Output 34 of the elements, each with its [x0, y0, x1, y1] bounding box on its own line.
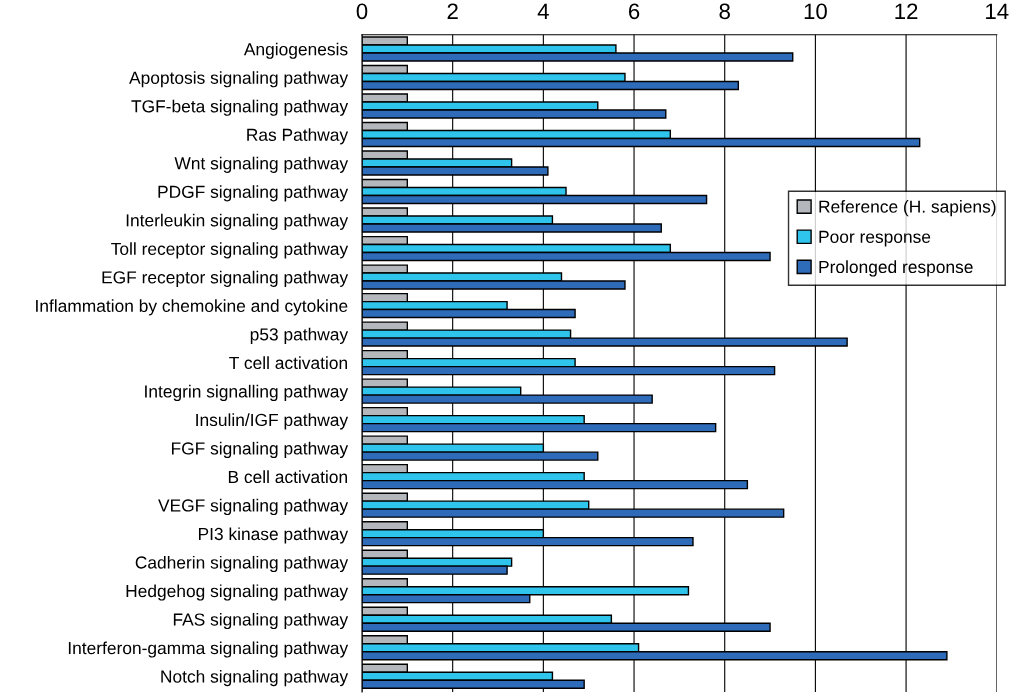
legend-label: Poor response — [819, 230, 931, 247]
y-tick-label: Interleukin signaling pathway — [126, 213, 349, 230]
y-tick-label: Angiogenesis — [243, 42, 348, 59]
x-tick-label: 6 — [628, 3, 640, 20]
y-tick-label: B cell activation — [228, 470, 347, 484]
y-tick-label: p53 pathway — [250, 327, 349, 344]
y-tick-label: TGF-beta signaling pathway — [131, 99, 349, 116]
y-tick-label: Notch signaling pathway — [161, 669, 349, 687]
y-tick-label: Integrin signalling pathway — [145, 384, 349, 401]
y-tick-label: FGF signaling pathway — [171, 441, 349, 459]
y-tick-label: EGF receptor signaling pathway — [102, 270, 349, 287]
y-tick-label: PDGF signaling pathway — [158, 185, 349, 202]
y-tick-label: Insulin/IGF pathway — [196, 413, 349, 430]
y-tick-label: Hedgehog signaling pathway — [126, 584, 349, 601]
x-tick-label: 8 — [719, 3, 730, 20]
x-tick-label: 10 — [804, 3, 827, 20]
y-tick-label: FAS signaling pathway — [173, 612, 349, 630]
y-tick-label: T cell activation — [229, 356, 347, 370]
x-tick-label: 14 — [986, 3, 1009, 19]
x-tick-label: 2 — [447, 3, 458, 19]
x-tick-label: 12 — [895, 3, 918, 19]
x-tick-label: 0 — [356, 3, 368, 20]
y-tick-label: Toll receptor signaling pathway — [111, 242, 349, 259]
x-tick-label: 4 — [537, 3, 549, 19]
legend-label: Reference (H. sapiens) — [819, 200, 996, 217]
y-tick-label: Inflammation by chemokine and cytokine — [36, 299, 348, 316]
y-tick-label: VEGF signaling pathway — [158, 498, 349, 516]
legend-label: Prolonged response — [819, 260, 973, 277]
y-tick-label: Cadherin signaling pathway — [135, 555, 349, 573]
y-tick-label: Wnt signaling pathway — [174, 156, 349, 173]
y-tick-label: PI3 kinase pathway — [198, 527, 349, 544]
y-tick-label: Interferon-gamma signaling pathway — [68, 641, 349, 658]
y-tick-label: Apoptosis signaling pathway — [129, 71, 349, 88]
y-tick-label: Ras Pathway — [247, 128, 349, 145]
